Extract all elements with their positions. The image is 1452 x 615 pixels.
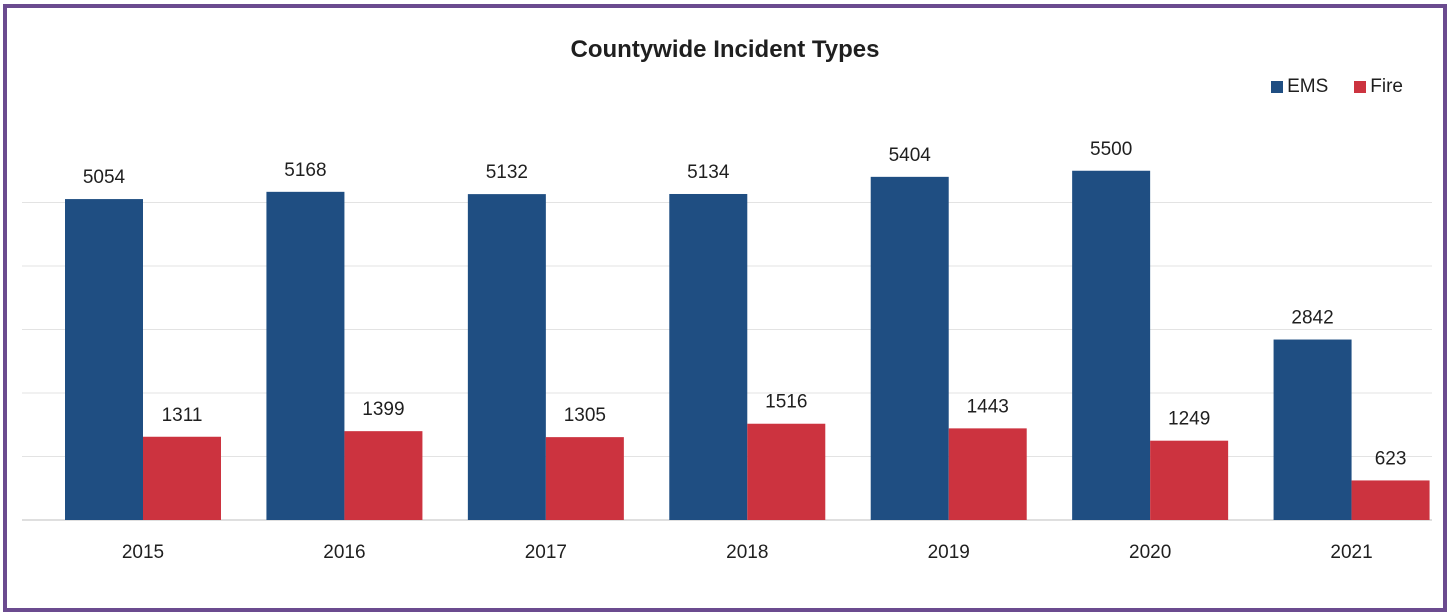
legend-swatch-fire	[1354, 81, 1367, 93]
data-label-fire-2017: 1305	[564, 405, 606, 426]
bar-fire-2017	[545, 437, 624, 520]
bar-fire-2019	[948, 428, 1027, 520]
bar-ems-2016	[266, 191, 345, 520]
bar-fire-2021	[1351, 480, 1430, 520]
data-label-fire-2015: 1311	[162, 405, 203, 426]
x-tick-label-2019: 2019	[928, 542, 970, 563]
data-label-ems-2019: 5404	[889, 145, 932, 166]
legend-item-fire: Fire	[1354, 76, 1403, 98]
data-label-ems-2015: 5054	[83, 167, 126, 188]
data-label-ems-2020: 5500	[1090, 139, 1132, 160]
bar-fire-2015	[143, 436, 221, 520]
x-tick-label-2015: 2015	[122, 542, 164, 563]
bar-ems-2020	[1072, 170, 1151, 520]
data-label-fire-2018: 1516	[765, 392, 807, 413]
legend-label-fire: Fire	[1370, 76, 1403, 97]
data-label-fire-2019: 1443	[967, 396, 1009, 417]
data-label-ems-2018: 5134	[687, 162, 730, 183]
chart-legend: EMS Fire	[1271, 76, 1403, 98]
data-label-ems-2016: 5168	[284, 160, 326, 181]
data-label-ems-2017: 5132	[486, 162, 528, 183]
bar-chart: 5054 1311 2015 5168 1399 2016 5132 1305 2017 5134…	[22, 139, 1432, 563]
x-tick-label-2017: 2017	[525, 542, 567, 563]
chart-frame: Countywide Incident Types EMS Fire 5054 1…	[3, 4, 1447, 612]
bar-ems-2021	[1273, 339, 1352, 520]
x-tick-label-2018: 2018	[726, 542, 768, 563]
bar-fire-2016	[344, 431, 423, 520]
bar-ems-2017	[467, 194, 546, 521]
x-tick-label-2016: 2016	[323, 542, 365, 563]
legend-label-ems: EMS	[1287, 76, 1329, 97]
legend-item-ems: EMS	[1271, 76, 1328, 98]
legend-swatch-ems	[1271, 81, 1284, 93]
data-label-fire-2021: 623	[1375, 448, 1407, 469]
bar-ems-2015	[65, 199, 143, 521]
data-label-fire-2016: 1399	[362, 399, 404, 420]
bar-fire-2018	[747, 423, 826, 520]
data-label-fire-2020: 1249	[1168, 409, 1210, 430]
data-label-ems-2021: 2842	[1291, 308, 1333, 329]
x-tick-label-2021: 2021	[1330, 542, 1372, 563]
bar-ems-2018	[669, 193, 748, 520]
bar-ems-2019	[870, 176, 949, 520]
bar-fire-2020	[1150, 440, 1229, 520]
x-tick-label-2020: 2020	[1129, 542, 1171, 563]
chart-title: Countywide Incident Types	[570, 36, 880, 63]
